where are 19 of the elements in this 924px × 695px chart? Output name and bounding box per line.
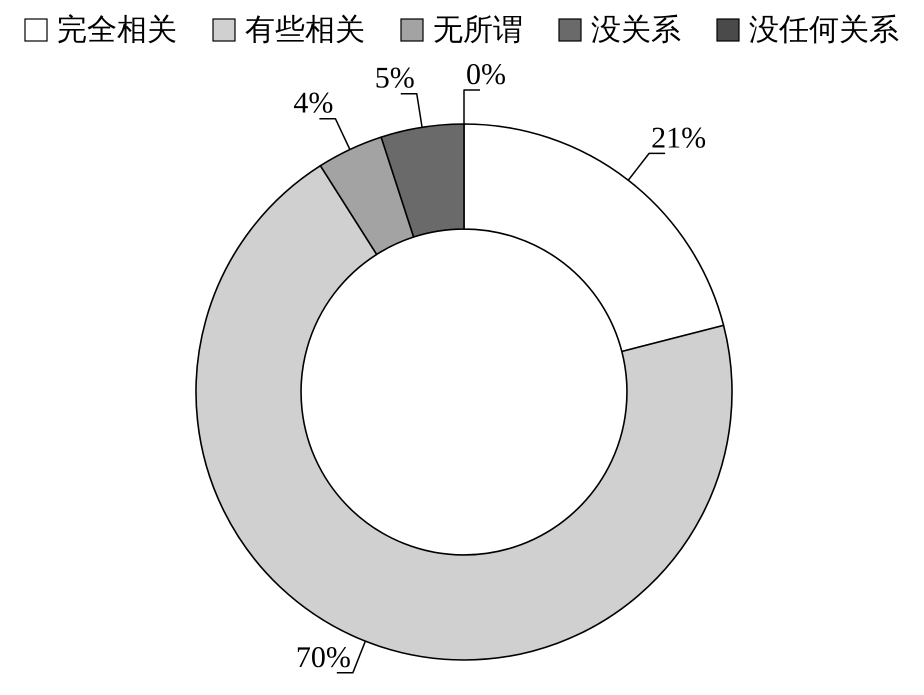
data-label: 4% bbox=[293, 86, 334, 120]
data-label: 70% bbox=[296, 640, 351, 674]
data-label: 4% bbox=[293, 86, 351, 150]
data-label: 70% bbox=[296, 640, 366, 674]
legend-item: 没任何关系 bbox=[716, 14, 899, 46]
legend-item: 没关系 bbox=[558, 14, 681, 46]
legend-label: 完全相关 bbox=[57, 14, 177, 46]
legend-label: 没任何关系 bbox=[749, 14, 899, 46]
legend-label: 有些相关 bbox=[245, 14, 365, 46]
legend-item: 完全相关 bbox=[24, 14, 177, 46]
data-label: 5% bbox=[374, 62, 423, 128]
data-label: 5% bbox=[374, 62, 415, 95]
legend-label: 无所谓 bbox=[433, 14, 523, 46]
data-label: 0% bbox=[463, 58, 506, 124]
legend-label: 没关系 bbox=[591, 14, 681, 46]
data-label: 21% bbox=[651, 121, 706, 154]
legend-item: 有些相关 bbox=[212, 14, 365, 46]
data-label: 21% bbox=[628, 121, 706, 181]
legend-item: 无所谓 bbox=[400, 14, 523, 46]
